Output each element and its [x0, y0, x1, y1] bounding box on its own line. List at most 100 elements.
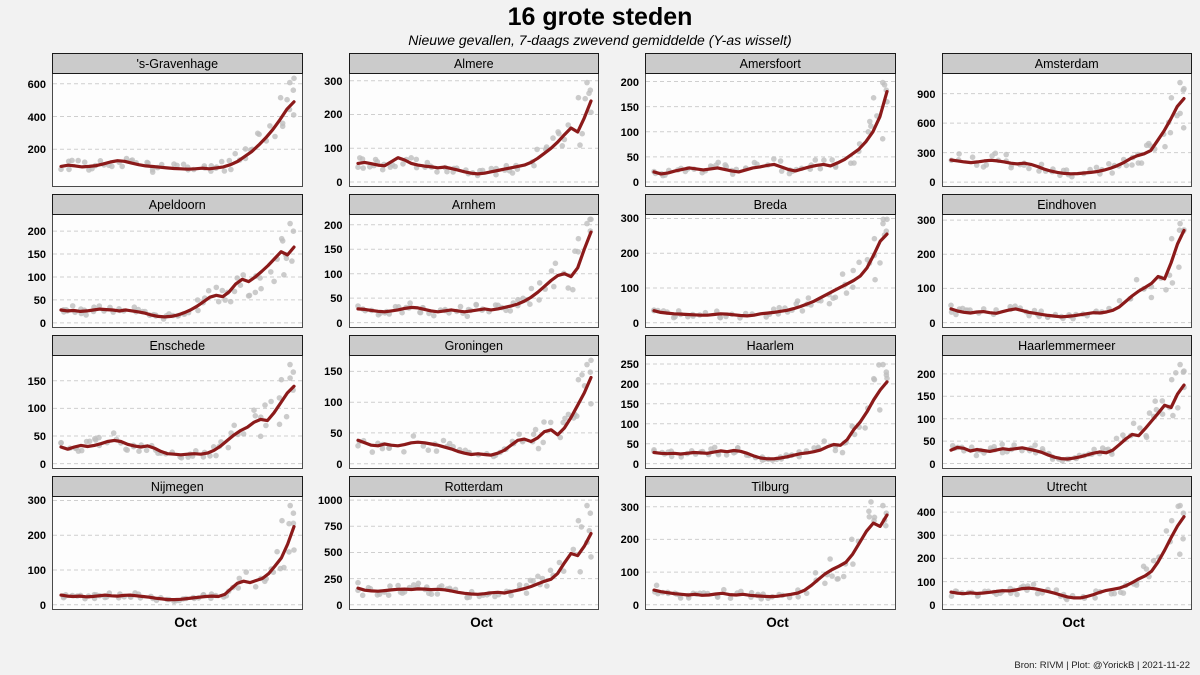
y-axis-tick-label: 0: [39, 458, 46, 471]
data-point: [109, 163, 115, 170]
data-point: [394, 582, 401, 589]
trend-line: [59, 100, 296, 171]
facet-title-strip: Groningen: [348, 335, 599, 356]
data-point: [575, 235, 581, 242]
facet-enschede: 0 50 100 150 Enschede: [8, 335, 303, 471]
data-point: [817, 165, 824, 172]
data-point: [420, 443, 426, 449]
data-point: [207, 453, 213, 459]
data-point: [291, 75, 297, 82]
data-point: [227, 298, 234, 305]
y-axis-gutter: 0 100 200 300: [898, 194, 942, 329]
y-axis-tick-label: 200: [620, 378, 639, 391]
y-axis-tick-label: 0: [632, 317, 639, 330]
data-point: [195, 307, 201, 314]
data-point: [587, 554, 594, 560]
y-axis-tick-label: 0: [632, 458, 639, 471]
data-point: [287, 79, 293, 86]
data-point: [231, 422, 237, 429]
data-point: [708, 446, 714, 452]
y-axis-tick-label: 0: [336, 317, 343, 330]
data-point: [136, 448, 142, 454]
data-point: [532, 426, 538, 433]
data-point: [578, 372, 585, 378]
y-axis-tick-label: 100: [27, 565, 46, 578]
data-point: [843, 290, 850, 296]
data-point: [516, 582, 522, 588]
y-axis-tick-label: 250: [324, 573, 343, 586]
data-point: [430, 312, 437, 319]
chart-panel: [645, 74, 896, 187]
data-point: [81, 159, 88, 165]
data-point: [675, 308, 682, 314]
data-point: [407, 155, 414, 161]
y-axis-tick-label: 100: [620, 126, 639, 139]
y-axis-tick-label: 50: [330, 293, 343, 306]
data-point: [1169, 280, 1175, 286]
data-point: [559, 143, 565, 149]
data-point: [1063, 167, 1069, 173]
data-point: [492, 171, 499, 178]
data-point: [1108, 451, 1115, 457]
scatter-points: [948, 79, 1187, 180]
data-point: [284, 96, 290, 103]
y-axis-tick-label: 200: [620, 248, 639, 261]
data-point: [552, 260, 558, 267]
scatter-points: [651, 216, 890, 321]
y-axis-tick-label: 100: [324, 143, 343, 156]
scatter-points: [949, 361, 1187, 464]
data-point: [1167, 129, 1173, 136]
data-point: [507, 308, 513, 314]
y-axis-gutter: 0 250 500 750 1000: [305, 476, 349, 612]
data-point: [581, 95, 588, 102]
data-point: [290, 520, 297, 527]
facet-title-strip: Haarlemmermeer: [941, 335, 1192, 356]
y-axis-tick-label: 300: [324, 75, 343, 88]
data-point: [243, 569, 249, 575]
data-point: [1111, 590, 1117, 597]
facet-grid: 200 400 600 's-Gravenhage 0 100 200 300 Almere 0 5…: [0, 53, 1200, 612]
scatter-points: [58, 75, 297, 175]
data-point: [805, 295, 812, 301]
data-point: [219, 287, 226, 294]
y-axis-tick-label: 300: [620, 501, 639, 514]
data-point: [829, 157, 835, 163]
data-point: [205, 287, 212, 294]
facet-main: Almere: [348, 53, 599, 187]
data-point: [413, 156, 419, 163]
data-point: [721, 586, 727, 593]
facet-title: Amsterdam: [1034, 56, 1099, 71]
data-point: [849, 536, 855, 543]
data-point: [252, 413, 259, 419]
data-point: [822, 580, 828, 587]
data-point: [969, 154, 975, 160]
data-point: [1123, 162, 1129, 169]
data-point: [587, 401, 594, 407]
y-axis-tick-label: 900: [917, 88, 936, 101]
y-axis-tick-label: 300: [917, 147, 936, 160]
facet-plot: [942, 219, 1192, 324]
data-point: [66, 166, 72, 173]
y-axis-gutter: 0 300 600 900: [898, 53, 942, 189]
data-point: [1151, 398, 1158, 404]
scatter-points: [948, 502, 1186, 603]
data-point: [992, 307, 999, 313]
data-point: [771, 156, 777, 162]
facet-rotterdam: 0 250 500 750 1000 Rotterdam: [305, 476, 599, 612]
data-point: [1174, 405, 1181, 411]
data-point: [533, 146, 540, 153]
facet-title-strip: Utrecht: [941, 476, 1192, 497]
x-axis-tick-label: Oct: [1062, 615, 1085, 630]
data-point: [354, 579, 361, 586]
data-point: [526, 301, 533, 307]
data-point: [278, 235, 285, 242]
data-point: [1030, 581, 1036, 588]
facet-haarlem: 0 50 100 150 200 250 Haarlem: [601, 335, 896, 471]
facet-title: Rotterdam: [444, 479, 503, 494]
data-point: [251, 407, 257, 413]
data-point: [973, 452, 979, 459]
facet-title-strip: 's-Gravenhage: [52, 53, 303, 74]
data-point: [279, 120, 286, 127]
y-axis-tick-label: 200: [917, 553, 936, 566]
